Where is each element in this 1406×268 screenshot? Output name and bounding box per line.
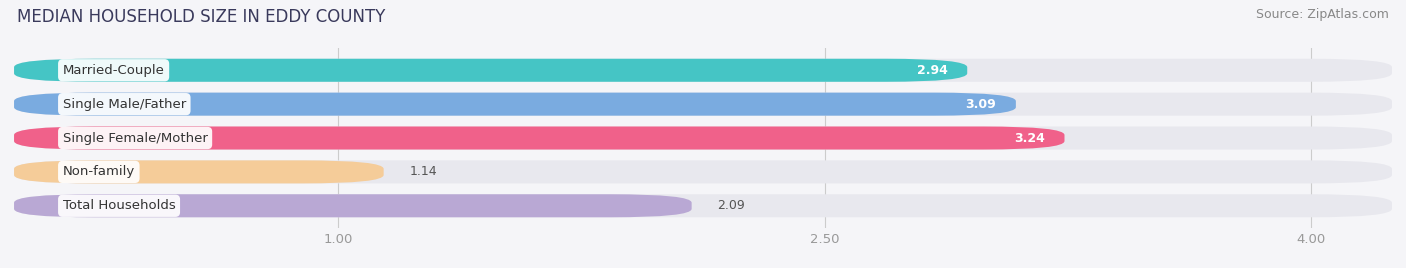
FancyBboxPatch shape — [14, 160, 1392, 183]
Text: 2.94: 2.94 — [917, 64, 948, 77]
FancyBboxPatch shape — [14, 59, 1392, 82]
Text: Source: ZipAtlas.com: Source: ZipAtlas.com — [1256, 8, 1389, 21]
FancyBboxPatch shape — [14, 59, 967, 82]
FancyBboxPatch shape — [14, 160, 384, 183]
FancyBboxPatch shape — [14, 93, 1392, 116]
Text: 2.09: 2.09 — [717, 199, 745, 212]
Text: Non-family: Non-family — [63, 165, 135, 178]
Text: 3.09: 3.09 — [966, 98, 997, 111]
Text: Single Male/Father: Single Male/Father — [63, 98, 186, 111]
Text: MEDIAN HOUSEHOLD SIZE IN EDDY COUNTY: MEDIAN HOUSEHOLD SIZE IN EDDY COUNTY — [17, 8, 385, 26]
FancyBboxPatch shape — [14, 93, 1017, 116]
FancyBboxPatch shape — [14, 126, 1064, 150]
Text: Married-Couple: Married-Couple — [63, 64, 165, 77]
FancyBboxPatch shape — [14, 194, 1392, 217]
FancyBboxPatch shape — [14, 194, 692, 217]
FancyBboxPatch shape — [14, 126, 1392, 150]
Text: Total Households: Total Households — [63, 199, 176, 212]
Text: 1.14: 1.14 — [409, 165, 437, 178]
Text: 3.24: 3.24 — [1014, 132, 1045, 144]
Text: Single Female/Mother: Single Female/Mother — [63, 132, 208, 144]
